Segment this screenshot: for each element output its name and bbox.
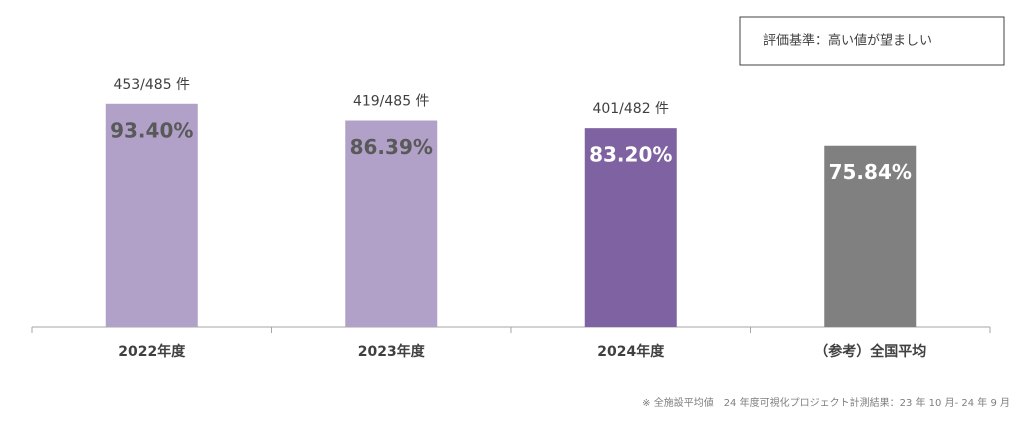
- value-label: 93.40%: [110, 118, 193, 142]
- x-tick-label: 2023年度: [358, 343, 426, 360]
- note-box: [739, 16, 1005, 66]
- count-label: 401/482 件: [592, 101, 669, 117]
- footnote: ※ 全施設平均値 24 年度可視化プロジェクト計測結果：23 年 10 月- 2…: [642, 396, 1010, 409]
- x-tick-label: （参考）全国平均: [814, 343, 926, 360]
- value-label: 86.39%: [350, 135, 433, 159]
- bar: [824, 145, 917, 327]
- bar: [345, 120, 438, 328]
- note: 評価基準：高い値が望ましい: [763, 33, 932, 49]
- x-tick-label: 2024年度: [597, 343, 665, 360]
- count-label: 453/485 件: [113, 77, 190, 93]
- value-label: 75.84%: [829, 160, 912, 184]
- count-label: 419/485 件: [353, 94, 430, 110]
- value-label: 83.20%: [589, 143, 672, 167]
- bar: [105, 103, 198, 327]
- x-tick-label: 2022年度: [118, 343, 186, 360]
- bar: [584, 128, 677, 327]
